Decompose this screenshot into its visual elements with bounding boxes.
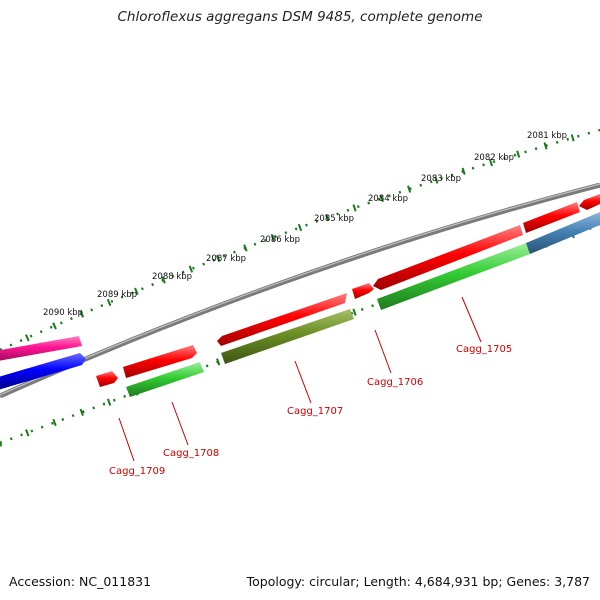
feature-cagg-1705-fwd[interactable] (373, 225, 523, 290)
leader-line-cagg-1707 (294, 360, 312, 404)
ruler-tick (134, 287, 139, 295)
genome-backbone (0, 182, 600, 399)
ruler-tick (161, 276, 166, 284)
gene-label-cagg-1707[interactable]: Cagg_1707 (287, 406, 343, 417)
ruler-tick (216, 358, 221, 366)
leader-line-cagg-1705 (461, 296, 482, 343)
kbp-label: 2084 kbp (368, 194, 408, 204)
kbp-label: 2090 kbp (43, 308, 83, 318)
feature-cagg-1705[interactable] (377, 243, 530, 310)
kbp-label: 2089 kbp (97, 290, 137, 300)
ruler-tick (516, 150, 521, 158)
ruler-tick (0, 440, 3, 447)
ruler-tick (297, 223, 303, 232)
feature-red-edge-right[interactable] (579, 194, 600, 210)
ruler-tick (52, 418, 57, 427)
feature-cagg-1709[interactable] (96, 371, 118, 387)
topology-text: Topology: circular; Length: 4,684,931 bp… (246, 574, 590, 589)
ruler-tick (379, 194, 384, 203)
ruler-tick (188, 265, 194, 273)
gene-label-cagg-1706[interactable]: Cagg_1706 (367, 377, 423, 388)
feature-cagg-1708[interactable] (126, 362, 204, 397)
ruler-tick (352, 308, 357, 316)
ruler-tick (488, 158, 493, 167)
ruler-tick (106, 398, 112, 406)
gene-label-cagg-1709[interactable]: Cagg_1709 (109, 466, 165, 477)
kbp-label: 2082 kbp (474, 153, 514, 163)
ruler-tick (325, 213, 330, 222)
gene-label-cagg-1708[interactable]: Cagg_1708 (163, 448, 219, 459)
outer-ruler-track (0, 128, 600, 352)
ruler-tick (570, 134, 575, 142)
ruler-tick (270, 233, 275, 242)
ruler-tick (79, 310, 85, 318)
leader-line-cagg-1708 (171, 401, 189, 446)
kbp-label: 2081 kbp (527, 131, 567, 141)
gene-label-cagg-1705[interactable]: Cagg_1705 (456, 344, 512, 355)
genome-backbone-highlight (0, 183, 600, 396)
ruler-tick (52, 322, 57, 330)
ruler-tick (25, 429, 30, 437)
ruler-tick (407, 185, 412, 193)
ruler-tick (79, 408, 84, 416)
kbp-label: 2088 kbp (152, 272, 192, 282)
kbp-label: 2085 kbp (314, 214, 354, 224)
ruler-tick (24, 334, 30, 342)
feature-cagg-1708-fwd[interactable] (123, 345, 197, 378)
ruler-tick (106, 298, 112, 307)
leader-line-cagg-1709 (118, 417, 135, 462)
ruler-tick (243, 244, 248, 252)
feature-steelblue[interactable] (526, 212, 600, 254)
feature-magenta[interactable] (0, 336, 82, 361)
ruler-tick (461, 167, 466, 175)
genome-title: Chloroflexus aggregans DSM 9485, complet… (117, 9, 483, 25)
outer-ruler-major-ticks (0, 134, 575, 354)
ruler-tick (215, 254, 221, 263)
feature-blue[interactable] (0, 353, 86, 390)
accession-text: Accession: NC_011831 (9, 574, 152, 589)
feature-red-upper-right[interactable] (523, 202, 580, 233)
leader-line-cagg-1706 (374, 329, 392, 374)
kbp-label: 2086 kbp (260, 235, 300, 245)
kbp-label: 2083 kbp (421, 174, 461, 184)
feature-cagg-1706[interactable] (352, 283, 374, 299)
feature-cagg-1707[interactable] (221, 309, 354, 364)
ruler-tick (543, 142, 548, 150)
feature-cagg-1707-fwd[interactable] (217, 293, 347, 346)
ruler-tick (434, 176, 439, 184)
kbp-label-group: 2081 kbp 2082 kbp 2083 kbp 2084 kbp 2085… (43, 131, 567, 318)
ruler-tick (352, 204, 357, 212)
kbp-label: 2087 kbp (206, 254, 246, 264)
